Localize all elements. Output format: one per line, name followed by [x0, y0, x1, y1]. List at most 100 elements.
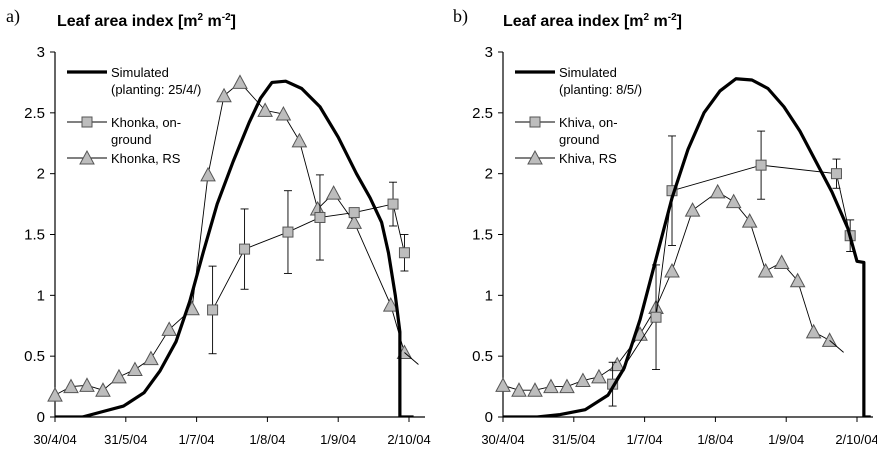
data-point-triangle	[664, 262, 680, 278]
series-line-rs-tail	[404, 352, 419, 365]
data-point-square	[314, 211, 326, 223]
x-tick-label: 1/8/04	[249, 432, 285, 447]
legend-label-rs: Khiva, RS	[559, 151, 617, 166]
data-point-triangle	[591, 368, 607, 384]
data-point-triangle	[291, 132, 308, 148]
legend: Simulated (planting: 8/5/) Khiva, on-groun…	[515, 65, 642, 166]
x-tick-label: 30/4/04	[33, 432, 76, 447]
y-tick-label: 1	[37, 287, 45, 304]
data-point-triangle	[275, 105, 292, 121]
y-tick-label: 0.5	[24, 348, 45, 365]
data-point-square	[348, 207, 360, 219]
series-line-simulated	[55, 79, 414, 417]
chart-title: Leaf area index [m2 m-2]	[503, 12, 682, 30]
plot-area	[495, 77, 871, 417]
data-point-triangle	[79, 377, 95, 392]
data-point-triangle	[63, 378, 79, 394]
title-text: ]	[231, 13, 236, 30]
y-tick-label: 2.5	[24, 105, 45, 122]
legend-label-on-ground-line2: ground	[111, 132, 151, 147]
x-tick-label: 2/10/04	[387, 432, 430, 447]
data-point-triangle	[143, 350, 159, 366]
data-point-triangle	[543, 378, 559, 394]
data-point-triangle	[741, 213, 758, 228]
y-tick-label: 2.5	[472, 105, 493, 122]
y-tick-label: 3	[37, 44, 45, 61]
legend: Simulated (planting: 25/4/) Khonka, on-gro…	[67, 65, 201, 166]
y-tick-label: 1.5	[24, 227, 45, 244]
data-point-triangle	[609, 356, 626, 372]
data-point-triangle	[95, 382, 111, 397]
y-tick-label: 3	[485, 44, 493, 61]
title-text: Leaf area index [m	[503, 13, 644, 30]
y-tick-label: 2	[485, 166, 493, 183]
data-point-triangle	[47, 387, 63, 402]
data-point-triangle	[495, 377, 511, 392]
data-point-triangle	[725, 193, 742, 209]
title-superscript: -2	[668, 12, 677, 23]
data-point-triangle	[127, 361, 143, 377]
chart-panel-a: a) Leaf area index [m2 m-2]00.511.522.533…	[6, 6, 431, 447]
y-tick-label: 1.5	[472, 227, 493, 244]
data-point-triangle	[575, 372, 591, 387]
y-tick-label: 2	[37, 166, 45, 183]
panel-label: b)	[453, 6, 468, 27]
data-point-square	[207, 304, 219, 316]
legend-label-simulated: Simulated	[111, 65, 169, 80]
data-point-square	[398, 247, 410, 259]
data-point-square	[387, 198, 399, 210]
chart-panel-b: b) Leaf area index [m2 m-2]00.511.522.533…	[453, 6, 877, 447]
title-superscript: 2	[198, 12, 204, 23]
data-point-square	[830, 168, 842, 180]
x-tick-label: 1/7/04	[627, 432, 663, 447]
data-point-triangle	[789, 272, 806, 288]
legend-label-on-ground: Khiva, on-	[559, 115, 618, 130]
legend-marker-square	[529, 116, 541, 128]
data-point-square	[239, 243, 251, 255]
legend-label-on-ground: Khonka, on-	[111, 115, 181, 130]
data-point-triangle	[559, 378, 575, 394]
data-point-triangle	[325, 185, 342, 200]
y-tick-label: 0	[485, 409, 493, 426]
legend-label-simulated-line2: (planting: 8/5/)	[559, 82, 642, 97]
data-point-triangle	[527, 382, 543, 397]
plot-area	[47, 74, 414, 417]
x-tick-label: 1/9/04	[320, 432, 356, 447]
legend-marker-square	[81, 116, 93, 128]
title-superscript: 2	[644, 12, 650, 23]
chart-title: Leaf area index [m2 m-2]	[57, 12, 236, 30]
legend-label-on-ground-line2: ground	[559, 132, 599, 147]
title-text: m	[649, 13, 668, 30]
series-line-on-ground	[612, 164, 851, 385]
data-point-triangle	[257, 102, 273, 117]
x-tick-label: 31/5/04	[552, 432, 595, 447]
title-text: ]	[677, 13, 682, 30]
data-point-triangle	[757, 262, 774, 278]
data-point-triangle	[232, 74, 248, 89]
x-tick-label: 2/10/04	[835, 432, 877, 447]
data-point-triangle	[684, 202, 701, 217]
data-point-triangle	[805, 323, 822, 339]
data-point-square	[650, 311, 662, 323]
data-point-square	[282, 226, 294, 238]
x-tick-label: 1/7/04	[179, 432, 215, 447]
title-superscript: -2	[222, 12, 231, 23]
x-tick-label: 31/5/04	[104, 432, 147, 447]
legend-marker-triangle	[527, 149, 543, 165]
x-tick-label: 1/9/04	[768, 432, 804, 447]
data-point-triangle	[161, 321, 178, 336]
data-point-triangle	[346, 214, 363, 229]
legend-label-rs: Khonka, RS	[111, 151, 181, 166]
data-point-triangle	[709, 183, 726, 199]
data-point-triangle	[511, 382, 527, 397]
title-text: m	[203, 13, 222, 30]
x-tick-label: 30/4/04	[481, 432, 524, 447]
data-point-triangle	[111, 368, 127, 384]
data-point-triangle	[773, 254, 790, 269]
legend-label-simulated: Simulated	[559, 65, 617, 80]
y-tick-label: 0	[37, 409, 45, 426]
y-tick-label: 0.5	[472, 348, 493, 365]
data-point-triangle	[200, 166, 216, 182]
